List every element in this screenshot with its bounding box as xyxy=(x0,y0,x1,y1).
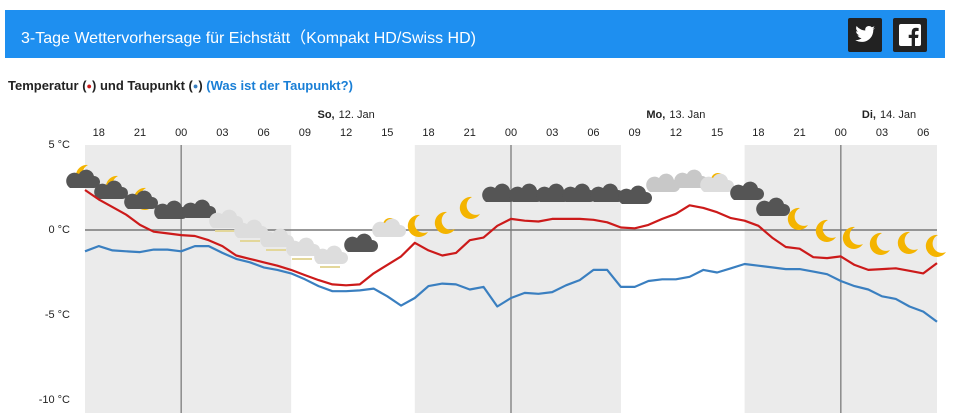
title: 3-Tage Wettervorhersage für Eichstätt（Ko… xyxy=(21,30,476,47)
legend-label: Taupunkt xyxy=(127,78,185,93)
x-tick-label: 00 xyxy=(175,127,187,139)
x-tick-label: 12 xyxy=(670,127,682,139)
facebook-button[interactable] xyxy=(893,18,927,52)
plot-background xyxy=(85,145,937,413)
series-line xyxy=(84,245,938,323)
day-label: So, 12. Jan xyxy=(317,109,374,121)
cloud-icon xyxy=(509,183,543,202)
moon-icon xyxy=(459,196,480,219)
legend-label: Temperatur xyxy=(8,78,79,93)
cloud-icon xyxy=(260,228,294,247)
help-link[interactable]: (Was ist der Taupunkt?) xyxy=(206,78,353,93)
legend-joiner: und xyxy=(99,78,124,93)
moon-icon xyxy=(133,187,154,210)
cloud-icon xyxy=(590,183,624,202)
x-tick-label: 21 xyxy=(134,127,146,139)
x-tick-label: 06 xyxy=(258,127,270,139)
x-tick-label: 15 xyxy=(381,127,393,139)
night-band xyxy=(414,145,621,413)
header: 3-Tage Wettervorhersage für Eichstätt（Ko… xyxy=(5,10,945,58)
moon-icon xyxy=(434,211,455,234)
cloud-icon xyxy=(562,183,596,202)
moon-icon xyxy=(105,175,126,198)
moon-icon xyxy=(869,232,890,255)
x-tick-label: 21 xyxy=(793,127,805,139)
sun-icon xyxy=(711,173,725,187)
day-label: Di, 14. Jan xyxy=(862,109,916,121)
cloud-icon xyxy=(209,209,243,228)
day-name: Mo, xyxy=(646,109,665,121)
moon-icon xyxy=(407,214,428,237)
moon-icon xyxy=(842,226,863,249)
night-band xyxy=(744,145,937,413)
x-tick-label: 09 xyxy=(299,127,311,139)
cloud-icon xyxy=(314,245,348,264)
moon-icon xyxy=(925,234,946,257)
night-band xyxy=(85,145,292,413)
cloud-icon xyxy=(154,200,188,219)
twitter-button[interactable] xyxy=(848,18,882,52)
y-tick-label: 5 °C xyxy=(48,139,70,151)
series-line xyxy=(84,189,938,287)
day-date: 13. Jan xyxy=(669,109,705,121)
twitter-icon xyxy=(855,26,876,42)
moon-icon xyxy=(787,207,808,230)
x-tick-label: 03 xyxy=(876,127,888,139)
day-label: Mo, 13. Jan xyxy=(646,109,705,121)
cloud-icon xyxy=(372,218,406,237)
cloud-icon xyxy=(482,183,516,202)
cloud-icon xyxy=(344,233,378,252)
cloud-icon xyxy=(756,197,790,216)
x-tick-label: 03 xyxy=(546,127,558,139)
cloud-icon xyxy=(536,183,570,202)
paren: ) xyxy=(198,78,203,93)
day-date: 14. Jan xyxy=(880,109,916,121)
x-tick-label: 18 xyxy=(752,127,764,139)
cloud-icon xyxy=(286,237,320,256)
paren: ( xyxy=(82,78,87,93)
x-tick-label: 00 xyxy=(505,127,517,139)
legend-dot: ● xyxy=(192,81,199,91)
cloud-icon xyxy=(234,219,268,238)
paren: ) xyxy=(91,78,97,93)
paren: ( xyxy=(188,78,193,93)
x-tick-label: 21 xyxy=(464,127,476,139)
day-date: 12. Jan xyxy=(339,109,375,121)
cloud-icon xyxy=(674,169,708,188)
legend-dot: ● xyxy=(86,81,92,91)
legend: Temperatur (●) und Taupunkt (●) (Was ist… xyxy=(8,78,353,93)
moon-icon xyxy=(75,164,96,187)
cloud-icon xyxy=(124,190,158,209)
facebook-icon xyxy=(899,24,921,46)
day-name: So, xyxy=(317,109,334,121)
moon-icon xyxy=(815,219,836,242)
x-tick-label: 06 xyxy=(917,127,929,139)
cloud-icon xyxy=(646,173,680,192)
x-tick-label: 15 xyxy=(711,127,723,139)
y-tick-label: -5 °C xyxy=(45,309,70,321)
y-tick-label: 0 °C xyxy=(48,224,70,236)
cloud-icon xyxy=(66,169,100,188)
cloud-icon xyxy=(94,180,128,199)
x-tick-label: 18 xyxy=(93,127,105,139)
x-tick-label: 00 xyxy=(835,127,847,139)
cloud-icon xyxy=(730,181,764,200)
moon-icon xyxy=(897,231,918,254)
x-tick-label: 03 xyxy=(216,127,228,139)
x-tick-label: 12 xyxy=(340,127,352,139)
cloud-icon xyxy=(700,173,734,192)
x-tick-label: 06 xyxy=(587,127,599,139)
x-tick-label: 09 xyxy=(629,127,641,139)
cloud-icon xyxy=(618,185,652,204)
cloud-icon xyxy=(182,199,216,218)
y-tick-label: -10 °C xyxy=(39,394,70,406)
day-name: Di, xyxy=(862,109,876,121)
sun-icon xyxy=(383,218,397,232)
x-tick-label: 18 xyxy=(422,127,434,139)
